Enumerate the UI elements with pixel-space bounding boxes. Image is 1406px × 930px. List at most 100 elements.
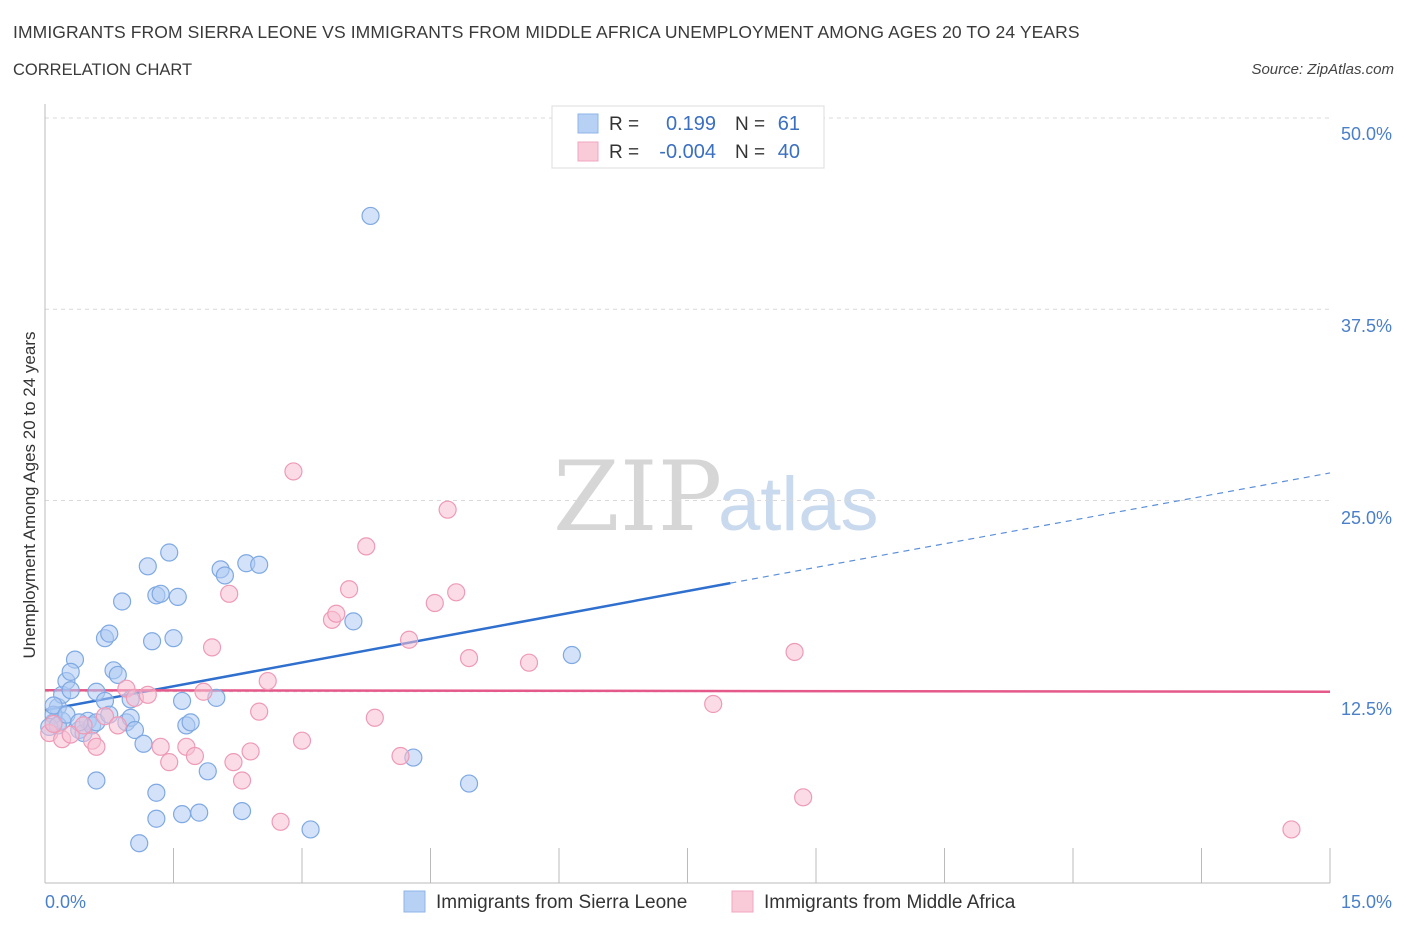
- y-tick-label-50: 50.0%: [1341, 124, 1392, 144]
- point-middle-africa-13: [160, 753, 179, 772]
- point-sierra-leone-35: [172, 691, 192, 711]
- point-sierra-leone-31: [168, 587, 187, 606]
- point-middle-africa-23: [258, 671, 277, 691]
- watermark-atlas: atlas: [718, 462, 879, 547]
- point-sierra-leone-47: [87, 771, 106, 790]
- legend-swatch-blue: [577, 113, 599, 134]
- point-middle-africa-22: [250, 702, 269, 721]
- point-sierra-leone-30: [164, 629, 183, 648]
- trend-line-sierra-leone-projection: [730, 472, 1331, 584]
- point-sierra-leone-18: [112, 592, 132, 611]
- point-sierra-leone-49: [301, 820, 320, 839]
- legend-r-label-1: R =: [609, 114, 639, 135]
- point-middle-africa-24: [271, 812, 290, 831]
- bottom-legend-label-sierra-leone: Immigrants from Sierra Leone: [436, 892, 687, 913]
- grid-lines: [45, 117, 1330, 693]
- point-sierra-leone-46: [130, 834, 149, 853]
- point-sierra-leone-17: [108, 665, 127, 685]
- point-sierra-leone-4: [61, 681, 80, 700]
- point-middle-africa-40: [785, 642, 804, 662]
- point-middle-africa-37: [459, 648, 479, 668]
- point-middle-africa-19: [224, 753, 243, 772]
- point-middle-africa-6: [87, 737, 106, 756]
- point-middle-africa-21: [241, 742, 260, 761]
- point-sierra-leone-45: [147, 783, 166, 802]
- legend-r-value-1: 0.199: [666, 113, 716, 135]
- point-sierra-leone-15: [100, 624, 119, 643]
- point-sierra-leone-42: [190, 803, 209, 822]
- x-tick-label-max: 15.0%: [1341, 892, 1392, 912]
- y-tick-label-12-5: 12.5%: [1341, 699, 1392, 719]
- bottom-legend-swatch-sierra-leone: [403, 890, 426, 913]
- point-middle-africa-32: [391, 746, 410, 766]
- point-middle-africa-34: [425, 593, 444, 613]
- data-points: [40, 206, 1301, 853]
- point-middle-africa-42: [1282, 820, 1301, 839]
- point-sierra-leone-33: [181, 713, 200, 732]
- point-middle-africa-38: [519, 653, 539, 672]
- point-sierra-leone-34: [160, 543, 179, 562]
- point-sierra-leone-41: [198, 762, 217, 781]
- point-middle-africa-17: [202, 638, 222, 657]
- point-sierra-leone-26: [138, 557, 157, 576]
- point-middle-africa-1: [44, 714, 63, 733]
- legend-n-label-2: N =: [735, 142, 765, 163]
- legend-swatch-pink: [577, 141, 599, 162]
- point-middle-africa-29: [340, 580, 359, 599]
- trend-line-middle-africa: [44, 688, 1331, 693]
- source-label: Source: ZipAtlas.com: [1251, 61, 1394, 78]
- point-middle-africa-8: [108, 716, 127, 735]
- point-middle-africa-26: [292, 731, 312, 750]
- bottom-legend-swatch-middle-africa: [731, 890, 754, 913]
- y-tick-label-25: 25.0%: [1341, 508, 1392, 528]
- x-tick-label-min: 0.0%: [45, 892, 86, 912]
- point-middle-africa-11: [138, 685, 157, 704]
- point-sierra-leone-25: [134, 734, 153, 753]
- legend-n-value-2: 40: [778, 141, 800, 163]
- point-middle-africa-39: [704, 694, 723, 714]
- legend-n-label-1: N =: [735, 114, 765, 135]
- point-middle-africa-35: [438, 500, 457, 519]
- point-sierra-leone-44: [147, 809, 166, 828]
- point-middle-africa-36: [447, 583, 466, 602]
- axes: [44, 104, 1331, 884]
- point-middle-africa-31: [365, 708, 384, 727]
- bottom-legend: Immigrants from Sierra Leone Immigrants …: [403, 890, 1016, 913]
- point-middle-africa-7: [95, 707, 115, 726]
- point-middle-africa-12: [151, 737, 170, 756]
- point-sierra-leone-29: [151, 584, 170, 603]
- point-middle-africa-16: [194, 682, 213, 701]
- trend-line-sierra-leone: [44, 581, 731, 712]
- point-sierra-leone-54: [562, 645, 581, 665]
- point-middle-africa-3: [61, 725, 80, 744]
- trend-lines: [44, 472, 1331, 712]
- point-sierra-leone-48: [232, 801, 252, 821]
- watermark-zip: ZIP: [553, 441, 722, 553]
- stats-legend: R = 0.199 N = 61 R = -0.004 N = 40: [551, 105, 825, 169]
- point-sierra-leone-53: [459, 774, 479, 793]
- point-sierra-leone-10: [61, 662, 80, 681]
- point-middle-africa-25: [284, 462, 303, 481]
- point-sierra-leone-39: [250, 555, 269, 574]
- point-middle-africa-33: [399, 630, 419, 649]
- point-sierra-leone-43: [172, 805, 192, 824]
- legend-n-value-1: 61: [778, 113, 800, 135]
- point-sierra-leone-27: [142, 632, 162, 651]
- legend-r-value-2: -0.004: [659, 141, 716, 163]
- y-tick-label-37-5: 37.5%: [1341, 316, 1392, 336]
- point-sierra-leone-50: [344, 612, 363, 631]
- point-middle-africa-15: [185, 746, 205, 766]
- point-middle-africa-41: [794, 788, 813, 807]
- point-sierra-leone-56: [44, 696, 63, 715]
- chart-subtitle: CORRELATION CHART: [13, 61, 193, 79]
- point-middle-africa-28: [327, 604, 346, 623]
- legend-r-label-2: R =: [609, 142, 639, 163]
- point-middle-africa-18: [220, 584, 239, 603]
- y-axis-label: Unemployment Among Ages 20 to 24 years: [20, 332, 39, 659]
- point-sierra-leone-24: [125, 720, 145, 740]
- point-middle-africa-4: [74, 716, 93, 735]
- point-middle-africa-30: [357, 537, 376, 556]
- point-sierra-leone-51: [361, 206, 380, 226]
- bottom-legend-label-middle-africa: Immigrants from Middle Africa: [764, 892, 1016, 913]
